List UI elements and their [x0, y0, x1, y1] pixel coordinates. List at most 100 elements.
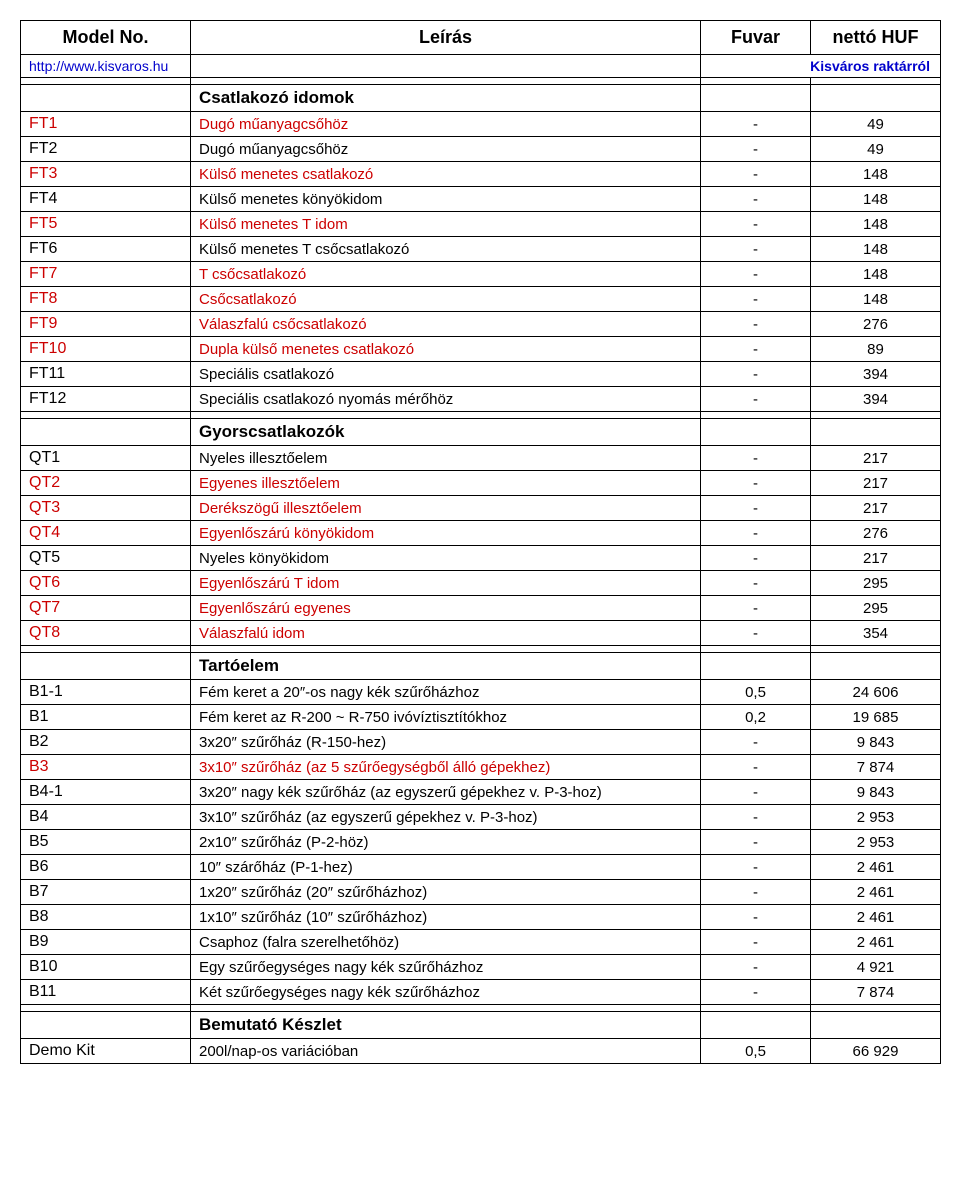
model-cell: FT1: [21, 112, 191, 137]
fuvar-cell: 0,5: [701, 680, 811, 705]
model-cell: QT5: [21, 546, 191, 571]
fuvar-cell: -: [701, 496, 811, 521]
price-cell: 394: [811, 362, 941, 387]
fuvar-cell: -: [701, 287, 811, 312]
model-cell: FT3: [21, 162, 191, 187]
stock-note: Kisváros raktárról: [701, 55, 941, 78]
spacer-cell: [21, 78, 191, 85]
price-cell: 4 921: [811, 955, 941, 980]
empty-cell: [191, 55, 701, 78]
spacer-cell: [21, 1005, 191, 1012]
table-row: FT8Csőcsatlakozó-148: [21, 287, 941, 312]
spacer-cell: [701, 78, 811, 85]
empty-cell: [811, 419, 941, 446]
price-cell: 148: [811, 212, 941, 237]
desc-cell: Dugó műanyagcsőhöz: [191, 137, 701, 162]
desc-cell: 10″ szárőház (P-1-hez): [191, 855, 701, 880]
desc-cell: 3x20″ szűrőház (R-150-hez): [191, 730, 701, 755]
site-link[interactable]: http://www.kisvaros.hu: [21, 55, 191, 78]
fuvar-cell: -: [701, 905, 811, 930]
table-row: QT4Egyenlőszárú könyökidom-276: [21, 521, 941, 546]
desc-cell: Speciális csatlakozó: [191, 362, 701, 387]
table-row: B610″ szárőház (P-1-hez)-2 461: [21, 855, 941, 880]
fuvar-cell: -: [701, 755, 811, 780]
desc-cell: Külső menetes T csőcsatlakozó: [191, 237, 701, 262]
fuvar-cell: -: [701, 980, 811, 1005]
desc-cell: Egyenes illesztőelem: [191, 471, 701, 496]
price-cell: 66 929: [811, 1039, 941, 1064]
model-cell: FT10: [21, 337, 191, 362]
empty-cell: [701, 85, 811, 112]
header-desc: Leírás: [191, 21, 701, 55]
fuvar-cell: -: [701, 312, 811, 337]
empty-cell: [811, 1012, 941, 1039]
header-price: nettó HUF: [811, 21, 941, 55]
table-row: QT1Nyeles illesztőelem-217: [21, 446, 941, 471]
desc-cell: Külső menetes T idom: [191, 212, 701, 237]
price-cell: 148: [811, 187, 941, 212]
model-cell: FT9: [21, 312, 191, 337]
fuvar-cell: -: [701, 237, 811, 262]
price-cell: 2 461: [811, 855, 941, 880]
spacer-cell: [191, 78, 701, 85]
fuvar-cell: -: [701, 805, 811, 830]
desc-cell: 3x10″ szűrőház (az 5 szűrőegységből álló…: [191, 755, 701, 780]
desc-cell: Csaphoz (falra szerelhetőhöz): [191, 930, 701, 955]
table-row: FT6Külső menetes T csőcsatlakozó-148: [21, 237, 941, 262]
section-title: Csatlakozó idomok: [191, 85, 701, 112]
desc-cell: Válaszfalú csőcsatlakozó: [191, 312, 701, 337]
table-row: QT5Nyeles könyökidom-217: [21, 546, 941, 571]
fuvar-cell: -: [701, 137, 811, 162]
table-row: FT3Külső menetes csatlakozó-148: [21, 162, 941, 187]
price-cell: 217: [811, 496, 941, 521]
spacer-cell: [191, 412, 701, 419]
model-cell: FT8: [21, 287, 191, 312]
spacer-cell: [701, 1005, 811, 1012]
header-fuvar: Fuvar: [701, 21, 811, 55]
price-cell: 276: [811, 521, 941, 546]
price-cell: 19 685: [811, 705, 941, 730]
table-row: FT10Dupla külső menetes csatlakozó-89: [21, 337, 941, 362]
fuvar-cell: -: [701, 262, 811, 287]
fuvar-cell: -: [701, 955, 811, 980]
price-cell: 217: [811, 546, 941, 571]
fuvar-cell: -: [701, 855, 811, 880]
model-cell: QT2: [21, 471, 191, 496]
fuvar-cell: -: [701, 880, 811, 905]
spacer-cell: [811, 1005, 941, 1012]
table-row: B4-13x20″ nagy kék szűrőház (az egyszerű…: [21, 780, 941, 805]
spacer-cell: [701, 412, 811, 419]
price-cell: 2 461: [811, 930, 941, 955]
table-row: B33x10″ szűrőház (az 5 szűrőegységből ál…: [21, 755, 941, 780]
table-row: QT2Egyenes illesztőelem-217: [21, 471, 941, 496]
desc-cell: Nyeles könyökidom: [191, 546, 701, 571]
price-cell: 295: [811, 596, 941, 621]
price-cell: 7 874: [811, 980, 941, 1005]
empty-cell: [701, 653, 811, 680]
fuvar-cell: -: [701, 446, 811, 471]
table-row: B81x10″ szűrőház (10″ szűrőházhoz)-2 461: [21, 905, 941, 930]
model-cell: B2: [21, 730, 191, 755]
price-cell: 295: [811, 571, 941, 596]
desc-cell: Külső menetes könyökidom: [191, 187, 701, 212]
model-cell: B10: [21, 955, 191, 980]
section-title: Tartóelem: [191, 653, 701, 680]
empty-cell: [811, 85, 941, 112]
desc-cell: Csőcsatlakozó: [191, 287, 701, 312]
model-cell: QT8: [21, 621, 191, 646]
model-cell: QT7: [21, 596, 191, 621]
desc-cell: 1x20″ szűrőház (20″ szűrőházhoz): [191, 880, 701, 905]
price-cell: 49: [811, 137, 941, 162]
fuvar-cell: -: [701, 471, 811, 496]
empty-cell: [701, 1012, 811, 1039]
desc-cell: Egyenlőszárú könyökidom: [191, 521, 701, 546]
spacer-cell: [811, 646, 941, 653]
price-cell: 148: [811, 162, 941, 187]
price-cell: 354: [811, 621, 941, 646]
price-cell: 276: [811, 312, 941, 337]
price-cell: 2 953: [811, 830, 941, 855]
desc-cell: T csőcsatlakozó: [191, 262, 701, 287]
spacer-cell: [191, 646, 701, 653]
desc-cell: Fém keret a 20″-os nagy kék szűrőházhoz: [191, 680, 701, 705]
model-cell: QT3: [21, 496, 191, 521]
